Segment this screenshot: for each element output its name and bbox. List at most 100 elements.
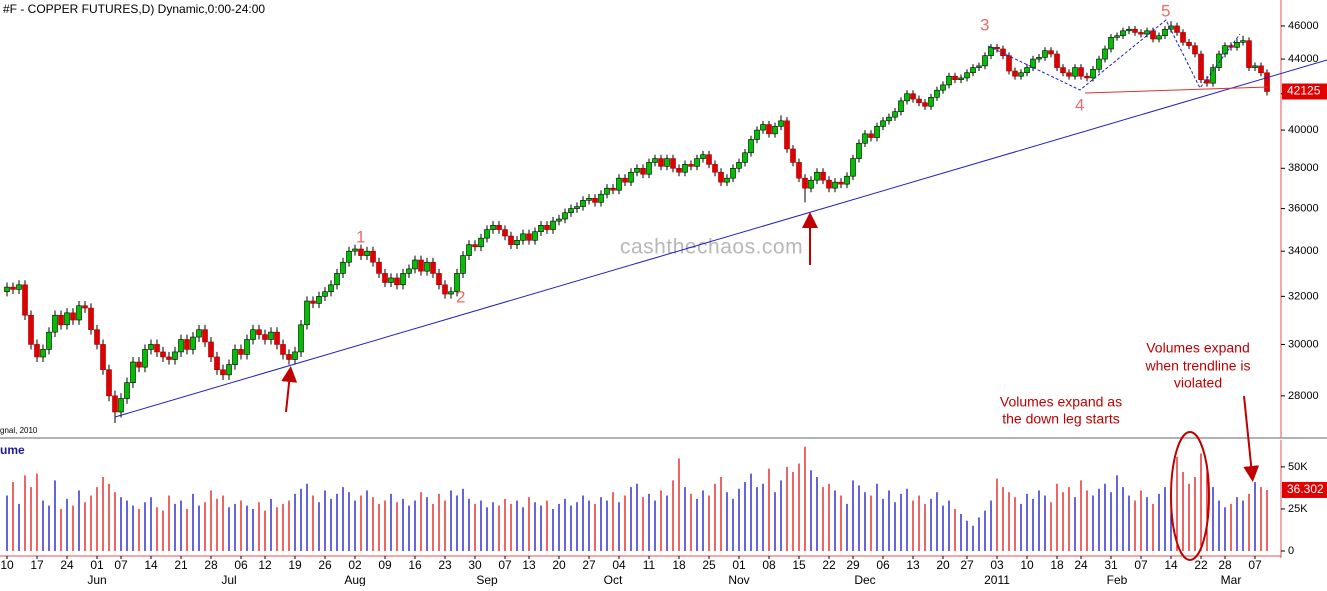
x-tick-label: 24 xyxy=(60,558,74,572)
candle-body xyxy=(436,273,442,286)
candle-body xyxy=(154,344,160,353)
candle-body xyxy=(370,250,376,263)
x-tick-label: 03 xyxy=(990,558,1004,572)
candle-body xyxy=(1030,58,1036,68)
candle-body xyxy=(724,177,730,183)
candle-body xyxy=(1174,25,1180,33)
annotation: the down leg starts xyxy=(1002,411,1120,427)
candle-body xyxy=(706,154,712,165)
y-tick-label: 38000 xyxy=(1288,162,1319,174)
candle-body xyxy=(64,312,70,326)
y-tick-label: 34000 xyxy=(1288,245,1319,257)
volume-tick-label: 0 xyxy=(1288,545,1294,557)
candle-body xyxy=(1000,48,1006,56)
candle-body xyxy=(304,300,310,326)
neckline xyxy=(1084,86,1269,94)
month-label: Oct xyxy=(604,573,623,586)
candle-body xyxy=(820,171,826,181)
candle-body xyxy=(1168,25,1174,30)
candle-body xyxy=(202,329,208,343)
x-tick-label: 01 xyxy=(732,558,746,572)
candle-body xyxy=(1090,68,1096,79)
candle-body xyxy=(376,261,382,274)
candle-body xyxy=(646,162,652,175)
candle-body xyxy=(928,96,934,107)
candle-body xyxy=(1252,65,1258,68)
candle-body xyxy=(1210,67,1216,84)
candle-body xyxy=(466,244,472,256)
candle-body xyxy=(364,250,370,256)
footnote: gnal, 2010 xyxy=(0,426,38,435)
candle-body xyxy=(766,124,772,135)
candle-body xyxy=(694,158,700,167)
candle-body xyxy=(226,364,232,376)
candle-body xyxy=(52,314,58,333)
month-label: Nov xyxy=(728,573,749,586)
candle-body xyxy=(100,344,106,371)
x-tick-label: 20 xyxy=(936,558,950,572)
candle-body xyxy=(310,300,316,304)
watermark: cashthechaos.com xyxy=(620,236,803,259)
x-tick-label: 10 xyxy=(1020,558,1034,572)
candle-body xyxy=(124,382,130,399)
candle-body xyxy=(1246,40,1252,68)
candle-body xyxy=(964,72,970,79)
wave-label: 4 xyxy=(1075,95,1084,114)
candle-body xyxy=(430,261,436,274)
candle-body xyxy=(1240,40,1246,43)
candle-body xyxy=(214,356,220,371)
y-tick-label: 30000 xyxy=(1288,338,1319,350)
candle-body xyxy=(328,284,334,293)
candle-body xyxy=(70,312,76,321)
y-tick-label: 44000 xyxy=(1288,53,1319,65)
candle-body xyxy=(772,126,778,135)
candle-body xyxy=(634,168,640,173)
x-tick-label: 27 xyxy=(960,558,974,572)
x-tick-label: 21 xyxy=(174,558,188,572)
candle-body xyxy=(742,152,748,163)
x-tick-label: 12 xyxy=(258,558,272,572)
candle-body xyxy=(1126,28,1132,32)
candle-body xyxy=(676,168,682,173)
candle-body xyxy=(286,354,292,360)
month-label: Aug xyxy=(344,573,365,586)
candle-body xyxy=(220,369,226,376)
x-tick-label: 20 xyxy=(552,558,566,572)
candle-body xyxy=(412,259,418,270)
x-tick-label: 17 xyxy=(30,558,44,572)
candle-body xyxy=(598,193,604,203)
candle-body xyxy=(418,259,424,272)
candle-body xyxy=(922,102,928,107)
x-tick-label: 18 xyxy=(1050,558,1064,572)
candle-body xyxy=(1180,32,1186,43)
candle-body xyxy=(856,142,862,159)
annotation: Volumes expand as xyxy=(1000,394,1122,410)
candle-body xyxy=(616,177,622,191)
candle-body xyxy=(478,237,484,248)
candle-body xyxy=(136,361,142,368)
x-tick-label: 07 xyxy=(1248,558,1262,572)
candle-body xyxy=(1144,30,1150,35)
candle-body xyxy=(76,305,82,321)
x-tick-label: 29 xyxy=(846,558,860,572)
candle-body xyxy=(550,220,556,230)
x-tick-label: 31 xyxy=(1104,558,1118,572)
candle-body xyxy=(460,255,466,274)
candle-body xyxy=(1132,28,1138,33)
candle-body xyxy=(700,154,706,159)
wave-label: 5 xyxy=(1161,1,1170,20)
candle-body xyxy=(754,129,760,140)
candle-body xyxy=(178,339,184,353)
candle-body xyxy=(994,47,1000,50)
wave-label: 3 xyxy=(980,15,989,34)
candle-body xyxy=(670,158,676,169)
x-tick-label: 01 xyxy=(90,558,104,572)
candle-body xyxy=(802,177,808,189)
volume-title: ume xyxy=(0,443,25,457)
candle-body xyxy=(880,120,886,127)
candle-body xyxy=(490,225,496,230)
candle-body xyxy=(682,164,688,173)
candle-body xyxy=(1012,70,1018,77)
candle-body xyxy=(892,111,898,118)
arrow xyxy=(1243,395,1260,482)
